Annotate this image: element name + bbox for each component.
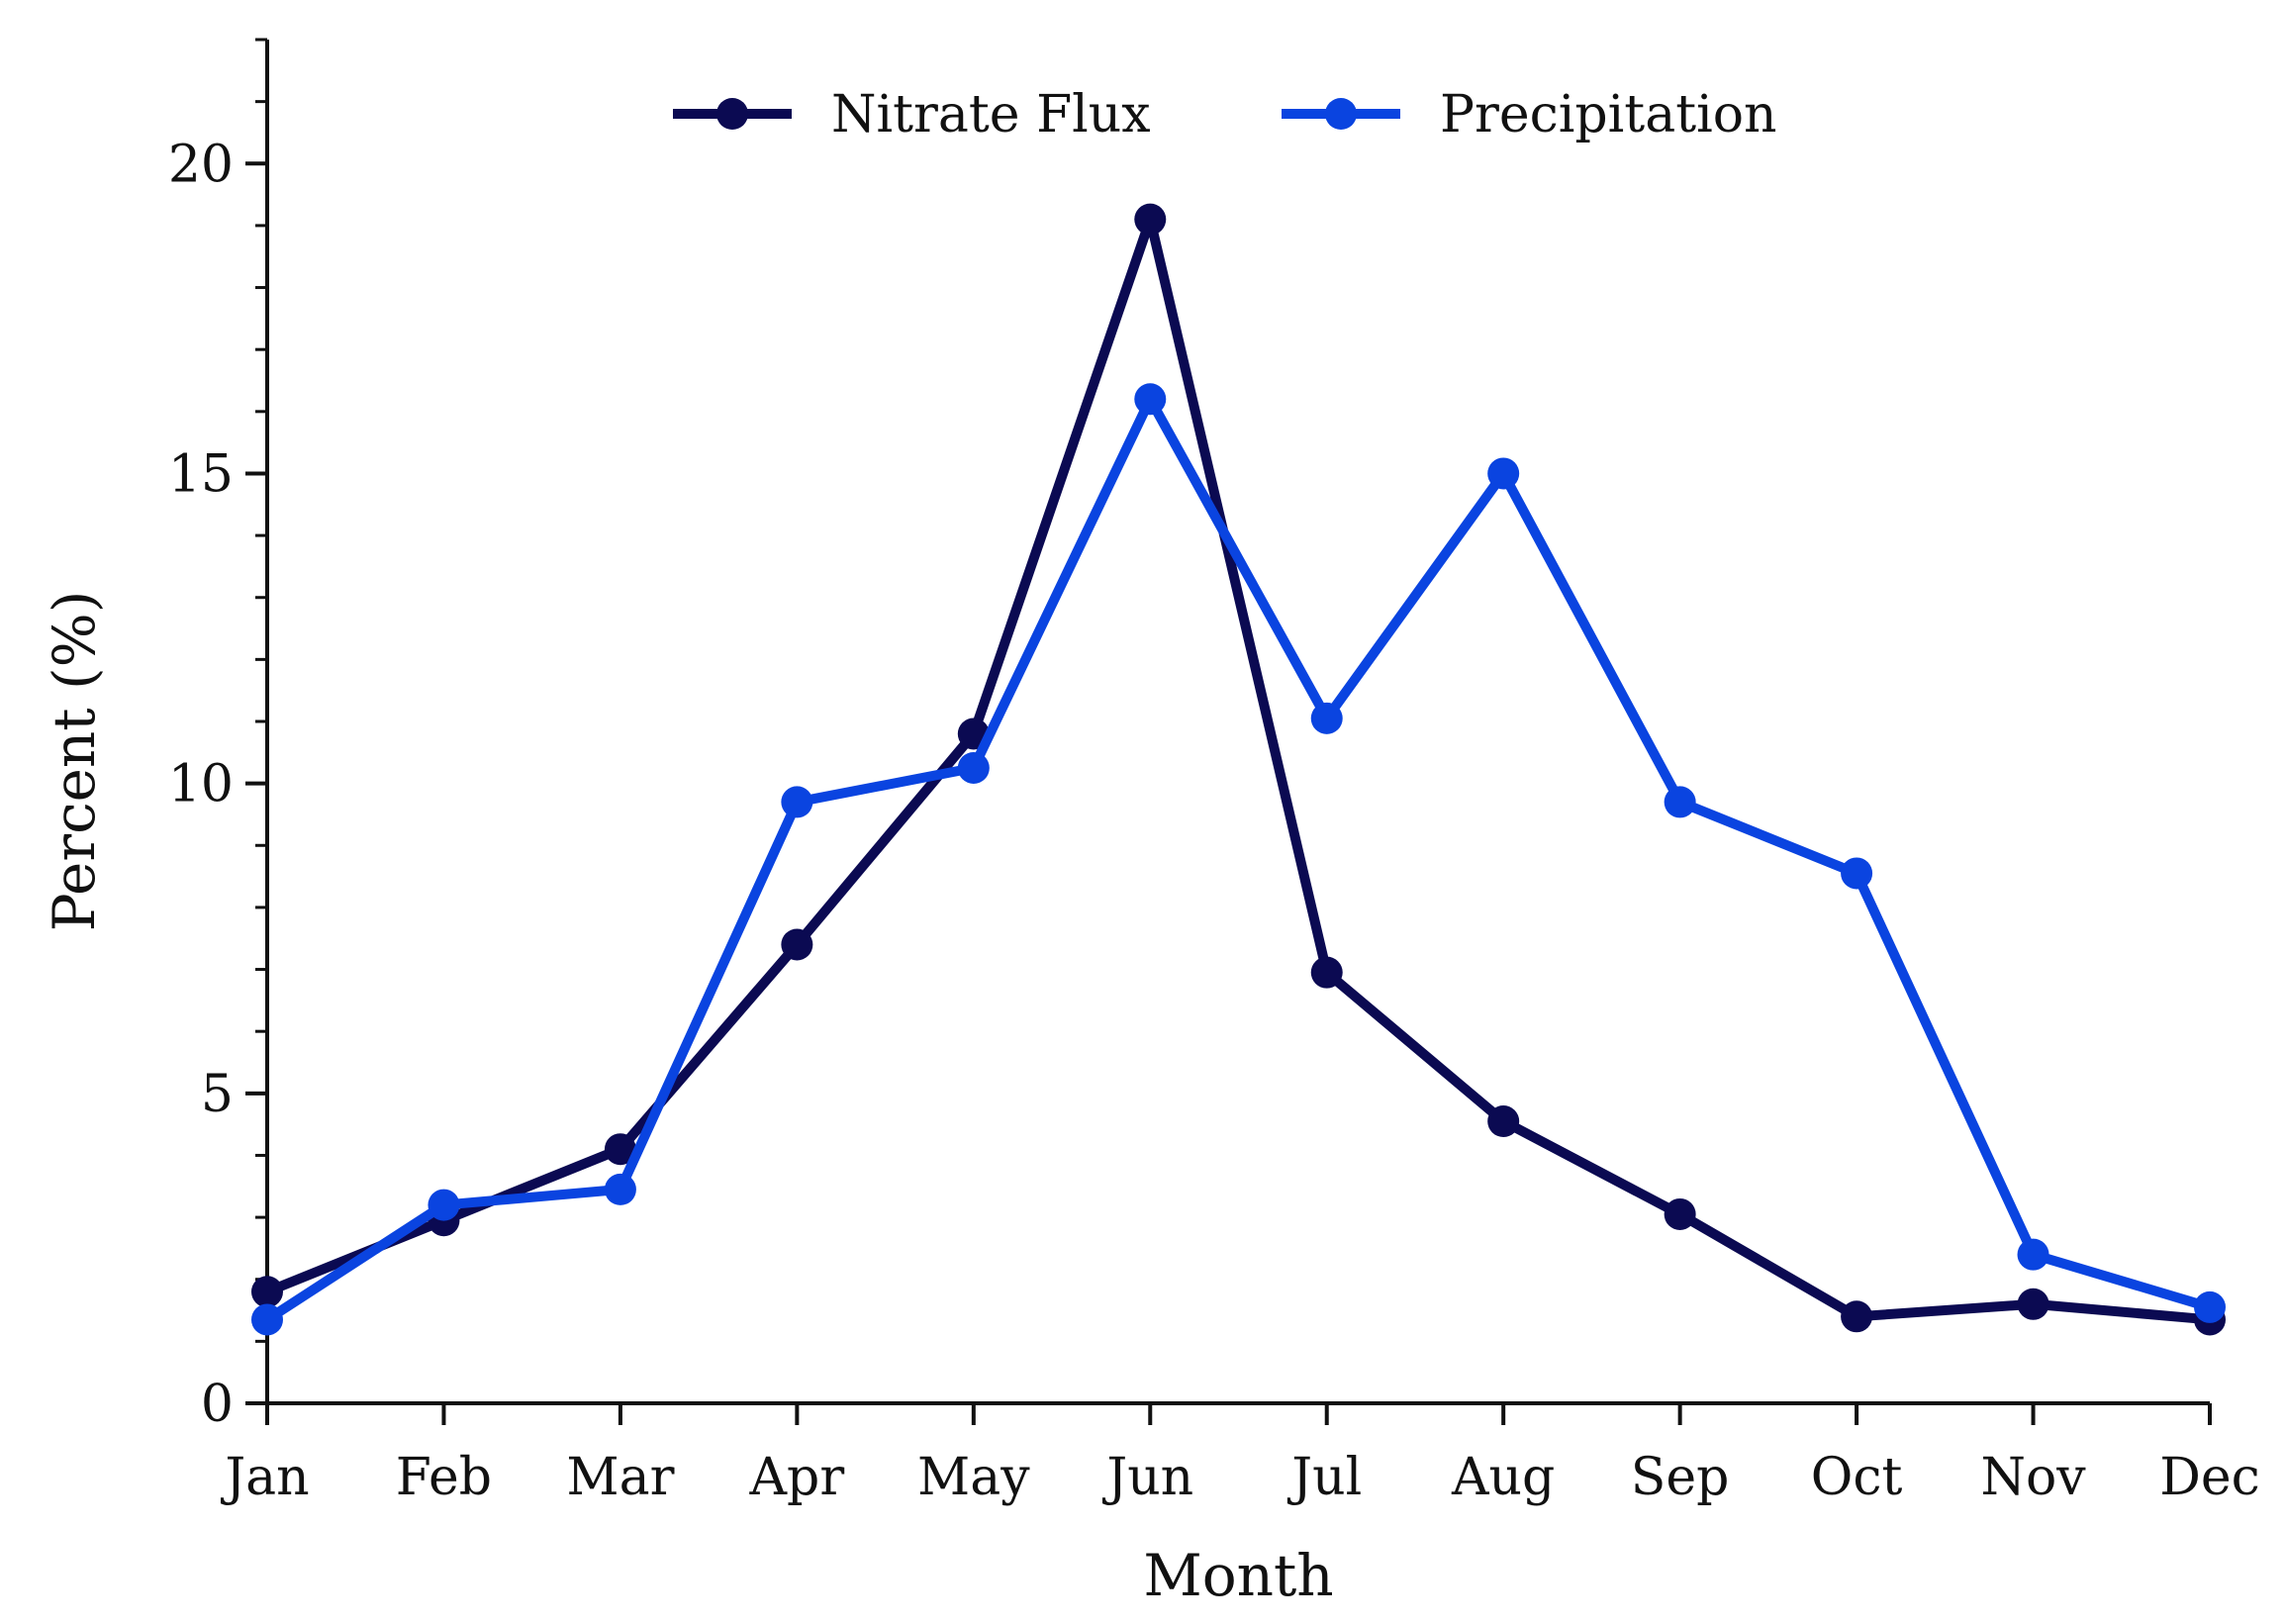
legend-marker [716,98,748,130]
data-point [781,928,813,961]
legend-label: Precipitation [1440,85,1777,144]
axes: 0 5 10 15 20 Jan Feb Mar Apr May Jun Jul Aug Sep Oct N… [168,38,2260,1507]
data-point [1487,1105,1520,1138]
data-point [1841,1300,1873,1333]
data-point [781,786,813,818]
x-tick-label: Dec [2159,1448,2260,1507]
data-point [1664,1197,1696,1230]
data-point [604,1133,636,1166]
data-point [2017,1288,2049,1320]
x-tick-label: Mar [566,1448,674,1507]
y-tick-label: 0 [201,1375,234,1434]
series-0 [251,203,2226,1336]
legend-item: Precipitation [1282,85,1777,144]
x-tick-label: Apr [749,1448,845,1507]
data-point [1134,203,1167,236]
data-point [1310,956,1343,989]
x-ticks: Jan Feb Mar Apr May Jun Jul Aug Sep Oct Nov Dec [220,1403,2260,1507]
y-tick-label: 20 [168,135,234,194]
y-tick-label: 15 [168,444,234,504]
data-point [2017,1238,2049,1271]
y-axis-title: Percent (%) [41,591,108,932]
series-1 [251,383,2226,1336]
series-line [262,394,2215,1325]
x-tick-label: Jul [1286,1448,1362,1507]
series-line [262,214,2215,1325]
data-point [251,1303,283,1336]
y-tick-label: 5 [201,1065,234,1124]
data-point [957,751,990,784]
series-layer [251,203,2226,1336]
data-point [251,1276,283,1308]
legend-marker [1325,98,1357,130]
data-point [2194,1290,2226,1323]
x-tick-label: Sep [1631,1448,1730,1507]
x-tick-label: Feb [396,1448,492,1507]
y-ticks: 0 5 10 15 20 [168,38,267,1434]
legend-item: Nitrate Flux [673,85,1151,144]
data-point [604,1173,636,1205]
x-axis-title: Month [1143,1542,1333,1609]
y-tick-label: 10 [168,755,234,814]
x-tick-label: Nov [1980,1448,2086,1507]
x-tick-label: May [917,1448,1030,1507]
data-point [428,1189,460,1221]
legend-label: Nitrate Flux [831,85,1151,144]
data-point [1310,702,1343,734]
data-point [1487,457,1520,490]
data-point [1134,383,1167,416]
x-tick-label: Jun [1101,1448,1193,1507]
x-tick-label: Aug [1451,1448,1555,1507]
data-point [1841,857,1873,890]
x-tick-label: Oct [1811,1448,1903,1507]
x-tick-label: Jan [220,1448,309,1507]
data-point [1664,786,1696,818]
legend: Nitrate Flux Precipitation [673,85,1777,144]
